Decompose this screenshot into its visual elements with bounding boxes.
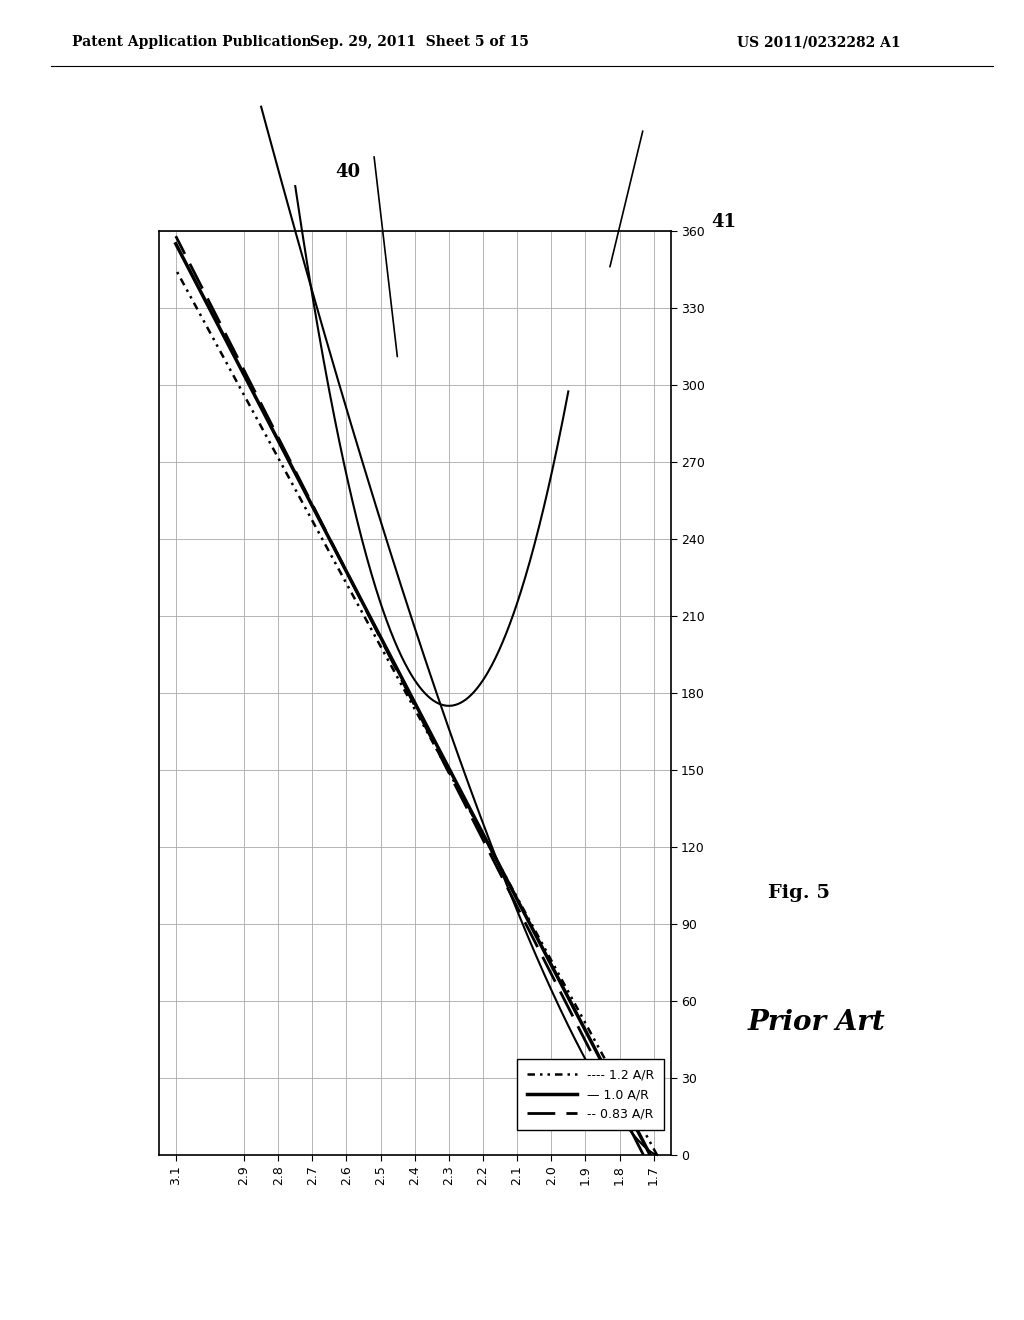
Text: Prior Art: Prior Art — [748, 1008, 886, 1036]
Text: 40: 40 — [336, 162, 360, 181]
Text: Fig. 5: Fig. 5 — [768, 883, 830, 902]
Text: Sep. 29, 2011  Sheet 5 of 15: Sep. 29, 2011 Sheet 5 of 15 — [310, 36, 529, 49]
Text: Patent Application Publication: Patent Application Publication — [72, 36, 311, 49]
Text: 41: 41 — [712, 213, 736, 231]
Text: US 2011/0232282 A1: US 2011/0232282 A1 — [737, 36, 901, 49]
Legend: ---- 1.2 A/R, — 1.0 A/R, -- 0.83 A/R: ---- 1.2 A/R, — 1.0 A/R, -- 0.83 A/R — [517, 1059, 665, 1130]
